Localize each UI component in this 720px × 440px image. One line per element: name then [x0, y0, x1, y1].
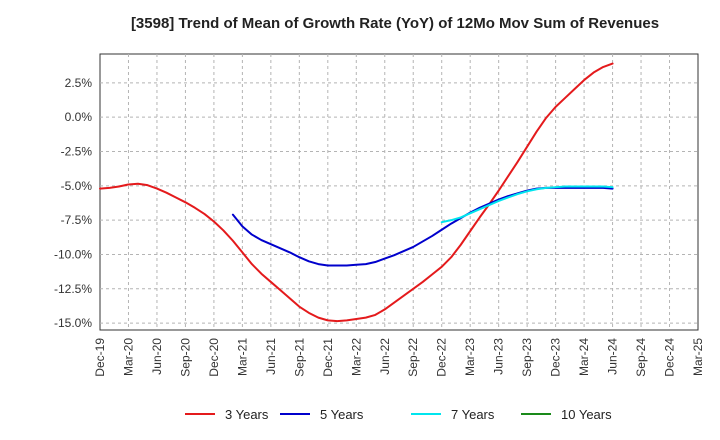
x-tick-label: Sep-22	[406, 338, 420, 377]
x-tick-label: Mar-25	[691, 338, 705, 376]
x-tick-label: Dec-21	[321, 338, 335, 377]
legend-label: 3 Years	[225, 407, 269, 422]
y-tick-label: -10.0%	[54, 247, 92, 261]
y-tick-label: 2.5%	[65, 76, 93, 90]
y-tick-label: -12.5%	[54, 282, 92, 296]
x-tick-label: Jun-21	[264, 338, 278, 375]
series-lines	[99, 62, 614, 323]
x-tick-label: Sep-23	[520, 338, 534, 377]
plot-area	[99, 53, 699, 331]
x-tick-label: Dec-20	[207, 338, 221, 377]
x-tick-label: Jun-20	[150, 338, 164, 375]
y-tick-label: -5.0%	[61, 179, 93, 193]
x-tick-label: Mar-22	[349, 338, 363, 376]
x-tick-label: Sep-20	[178, 338, 192, 377]
x-tick-label: Sep-21	[292, 338, 306, 377]
legend: 3 Years 5 Years 7 Years 10 Years	[185, 407, 612, 422]
series-line-7-years	[440, 185, 614, 224]
y-tick-label: -15.0%	[54, 316, 92, 330]
x-tick-label: Jun-23	[492, 338, 506, 375]
chart-title: [3598] Trend of Mean of Growth Rate (YoY…	[131, 15, 659, 32]
x-tick-label: Jun-24	[606, 338, 620, 375]
x-tick-label: Mar-20	[121, 338, 135, 376]
y-tick-label: -7.5%	[61, 213, 93, 227]
x-tick-label: Mar-23	[463, 338, 477, 376]
legend-label: 7 Years	[451, 407, 495, 422]
legend-label: 5 Years	[320, 407, 364, 422]
y-axis-ticks: 2.5% 0.0% -2.5% -5.0% -7.5% -10.0% -12.5% -15.0…	[54, 76, 92, 330]
x-tick-label: Jun-22	[378, 338, 392, 375]
y-tick-label: -2.5%	[61, 144, 93, 158]
y-tick-label: 0.0%	[65, 110, 93, 124]
x-axis-ticks: Dec-19 Mar-20 Jun-20 Sep-20 Dec-20 Mar-21 Jun-…	[93, 338, 705, 377]
x-tick-label: Dec-22	[435, 338, 449, 377]
legend-label: 10 Years	[561, 407, 612, 422]
x-tick-label: Mar-24	[577, 338, 591, 376]
x-tick-label: Mar-21	[235, 338, 249, 376]
x-tick-label: Sep-24	[634, 338, 648, 377]
x-tick-label: Dec-19	[93, 338, 107, 377]
x-tick-label: Dec-23	[549, 338, 563, 377]
x-tick-label: Dec-24	[663, 338, 677, 377]
series-line-3-years	[99, 62, 614, 323]
